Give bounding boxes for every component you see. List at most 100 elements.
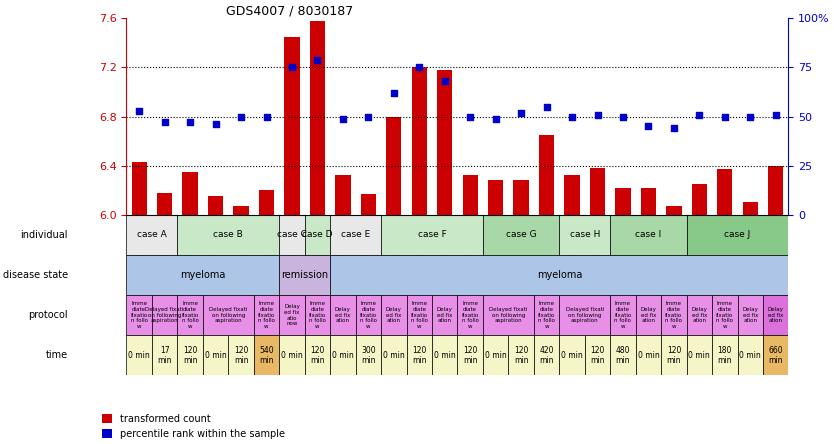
Bar	[330, 255, 788, 295]
Bar	[666, 206, 681, 215]
Text: Imme
diate
fixatio
n follo
w: Imme diate fixatio n follo w	[410, 301, 428, 329]
Bar	[737, 335, 763, 376]
Text: 120
min: 120 min	[412, 346, 426, 365]
Text: Imme
diate
fixatio
n follo
w: Imme diate fixatio n follo w	[461, 301, 479, 329]
Bar	[279, 255, 330, 295]
Bar	[279, 335, 304, 376]
Text: case H: case H	[570, 230, 600, 239]
Bar	[284, 37, 299, 215]
Text: 120
min: 120 min	[234, 346, 249, 365]
Text: Imme
diate
fixatio
n follo
w: Imme diate fixatio n follo w	[716, 301, 733, 329]
Text: 120
min: 120 min	[666, 346, 681, 365]
Bar	[127, 335, 152, 376]
Bar	[560, 295, 610, 335]
Bar	[152, 335, 178, 376]
Point	[464, 113, 477, 120]
Text: case C: case C	[277, 230, 307, 239]
Text: Delay
ed fix
ation: Delay ed fix ation	[437, 307, 453, 324]
Bar	[686, 335, 712, 376]
Text: 120
min: 120 min	[310, 346, 324, 365]
Bar	[763, 335, 788, 376]
Bar	[610, 335, 636, 376]
Text: 0 min: 0 min	[332, 351, 354, 360]
Bar	[157, 193, 173, 215]
Text: Imme
diate
fixatio
n follo
w: Imme diate fixatio n follo w	[182, 301, 198, 329]
Bar	[610, 215, 686, 255]
Bar	[686, 295, 712, 335]
Bar	[509, 335, 534, 376]
Text: 0 min: 0 min	[434, 351, 455, 360]
Bar	[361, 194, 376, 215]
Bar	[127, 255, 279, 295]
Text: Delayed fixati
on following
aspiration: Delayed fixati on following aspiration	[565, 307, 604, 324]
Point	[285, 64, 299, 71]
Text: Delay
ed fix
ation: Delay ed fix ation	[386, 307, 402, 324]
Bar	[381, 335, 406, 376]
Point	[158, 119, 171, 126]
Text: 540
min: 540 min	[259, 346, 274, 365]
Text: Imme
diate
fixatio
n follo
w: Imme diate fixatio n follo w	[538, 301, 555, 329]
Point	[616, 113, 630, 120]
Text: 120
min: 120 min	[514, 346, 529, 365]
Text: case A: case A	[137, 230, 167, 239]
Text: Delay
ed fix
ation: Delay ed fix ation	[691, 307, 707, 324]
Text: 120
min: 120 min	[183, 346, 198, 365]
Point	[311, 56, 324, 63]
Text: Delay
ed fix
ation: Delay ed fix ation	[335, 307, 351, 324]
Text: 0 min: 0 min	[740, 351, 761, 360]
Text: GDS4007 / 8030187: GDS4007 / 8030187	[226, 4, 353, 17]
Bar	[381, 215, 483, 255]
Point	[693, 111, 706, 118]
Bar	[259, 190, 274, 215]
Bar	[560, 215, 610, 255]
Text: 0 min: 0 min	[561, 351, 583, 360]
Text: myeloma: myeloma	[180, 270, 225, 280]
Point	[769, 111, 782, 118]
Bar	[483, 215, 560, 255]
Bar	[534, 295, 560, 335]
Text: Imme
diate
fixatio
n follo
w: Imme diate fixatio n follo w	[131, 301, 148, 329]
Point	[133, 107, 146, 114]
Point	[208, 121, 222, 128]
Point	[565, 113, 579, 120]
Point	[387, 89, 400, 96]
Bar	[386, 116, 401, 215]
Text: Delay
ed fix
ation: Delay ed fix ation	[742, 307, 758, 324]
Text: Imme
diate
fixatio
n follo
w: Imme diate fixatio n follo w	[359, 301, 377, 329]
Text: disease state: disease state	[3, 270, 68, 280]
Bar	[712, 335, 737, 376]
Text: 0 min: 0 min	[689, 351, 711, 360]
Text: time: time	[46, 350, 68, 361]
Text: protocol: protocol	[28, 310, 68, 320]
Text: 0 min: 0 min	[485, 351, 506, 360]
Bar	[152, 295, 178, 335]
Bar	[229, 335, 254, 376]
Point	[336, 115, 349, 122]
Bar	[636, 335, 661, 376]
Bar	[355, 295, 381, 335]
Text: Delayed fixati
on following
aspiration: Delayed fixati on following aspiration	[490, 307, 528, 324]
Point	[540, 103, 553, 110]
Bar	[203, 295, 254, 335]
Bar	[330, 215, 381, 255]
Bar	[234, 206, 249, 215]
Text: case G: case G	[505, 230, 536, 239]
Text: Delay
ed fix
ation: Delay ed fix ation	[641, 307, 656, 324]
Bar	[406, 335, 432, 376]
Bar	[437, 70, 452, 215]
Bar	[763, 295, 788, 335]
Bar	[381, 295, 406, 335]
Bar	[432, 335, 458, 376]
Bar	[661, 335, 686, 376]
Point	[744, 113, 757, 120]
Bar	[661, 295, 686, 335]
Bar	[717, 169, 732, 215]
Bar	[636, 295, 661, 335]
Point	[489, 115, 502, 122]
Bar	[432, 295, 458, 335]
Text: Delay
ed fix
atio
now: Delay ed fix atio now	[284, 304, 300, 326]
Bar	[686, 215, 788, 255]
Bar	[458, 295, 483, 335]
Bar	[178, 295, 203, 335]
Text: case D: case D	[302, 230, 333, 239]
